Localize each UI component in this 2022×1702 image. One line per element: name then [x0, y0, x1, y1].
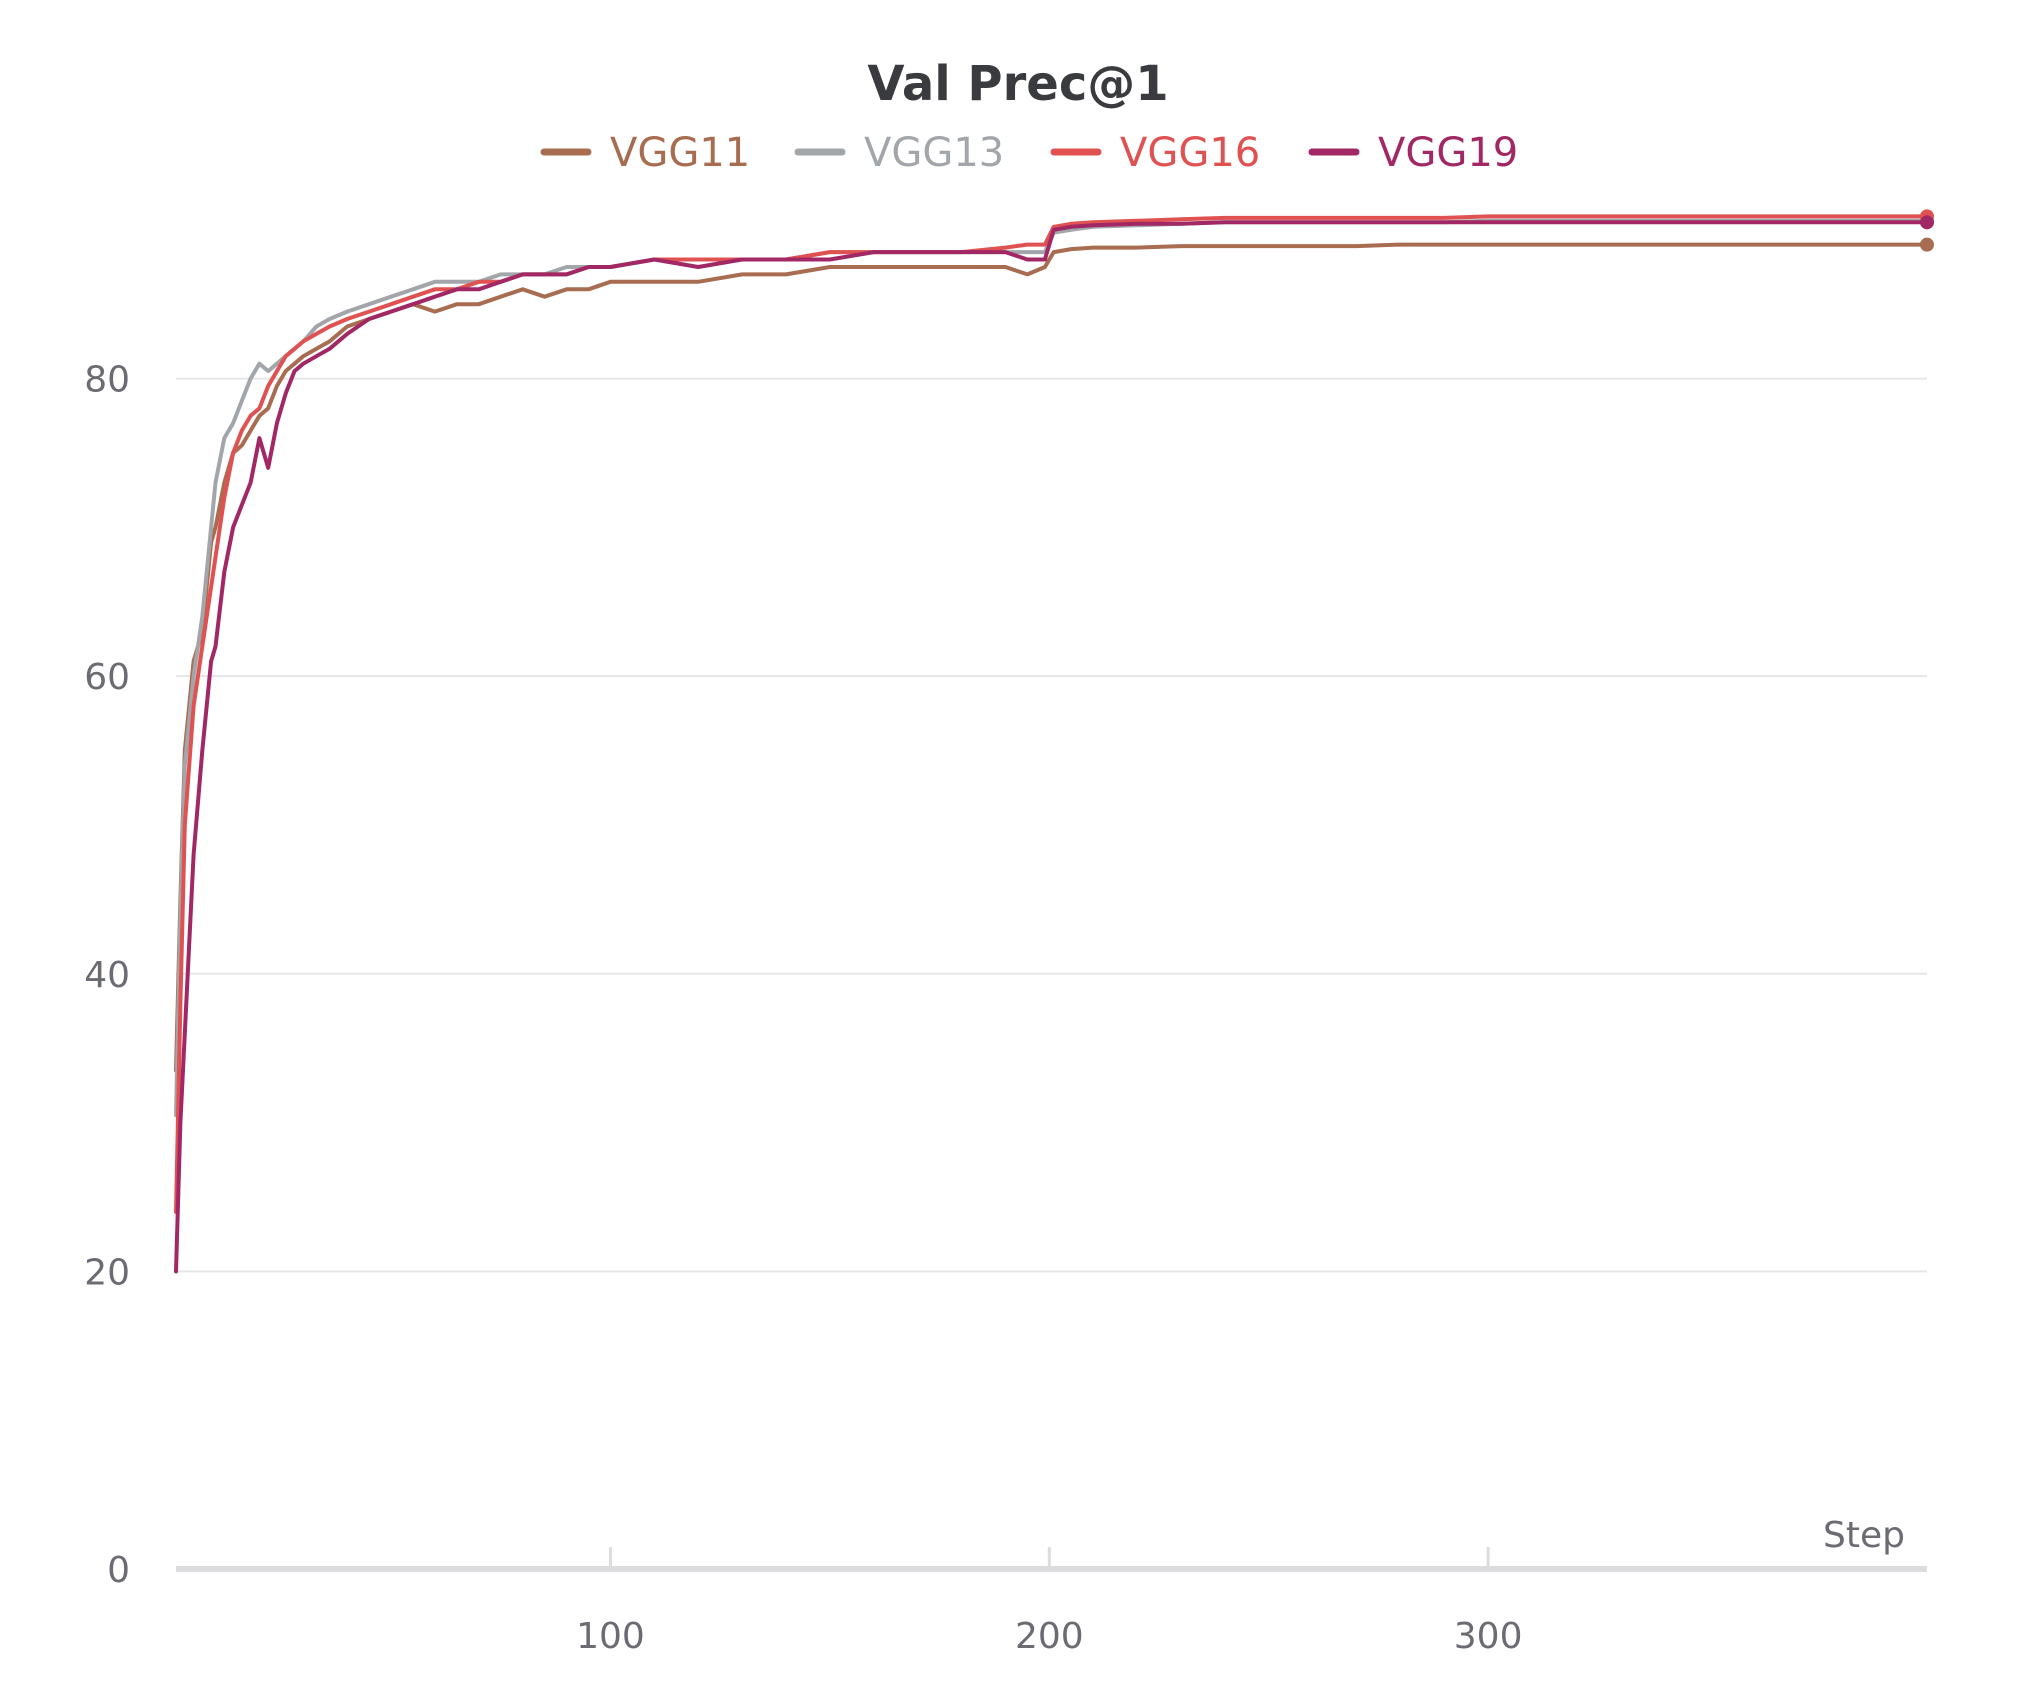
chart-title: Val Prec@1	[867, 56, 1168, 112]
series-line-vgg19	[174, 220, 1929, 1274]
legend-label-vgg16: VGG16	[1120, 130, 1260, 176]
legend: VGG11 VGG13 VGG16 VGG19	[540, 130, 1518, 176]
x-tick-label-300: 300	[1454, 1616, 1523, 1657]
y-tick-label-40: 40	[84, 955, 130, 996]
series-line-vgg11	[174, 242, 1929, 1073]
series-line-vgg13	[174, 218, 1929, 1118]
legend-label-vgg19: VGG19	[1378, 130, 1518, 176]
x-tick-label-100: 100	[576, 1616, 645, 1657]
series-line-vgg16	[174, 214, 1929, 1214]
x-axis-title: Step	[1823, 1515, 1905, 1556]
y-tick-label-20: 20	[84, 1252, 130, 1293]
legend-label-vgg11: VGG11	[610, 130, 750, 176]
y-tick-label-0: 0	[107, 1550, 130, 1591]
x-tick-label-200: 200	[1015, 1616, 1084, 1657]
y-tick-label-80: 80	[84, 360, 130, 401]
series-group	[174, 209, 1934, 1274]
series-end-marker-vgg19	[1920, 215, 1934, 230]
series-end-marker-vgg11	[1920, 237, 1934, 252]
legend-label-vgg13: VGG13	[864, 130, 1004, 176]
y-tick-label-60: 60	[84, 657, 130, 698]
x-axis: 100 200 300	[176, 1547, 1927, 1657]
y-axis: 0 20 40 60 80	[84, 360, 130, 1591]
gridlines	[176, 377, 1927, 1273]
